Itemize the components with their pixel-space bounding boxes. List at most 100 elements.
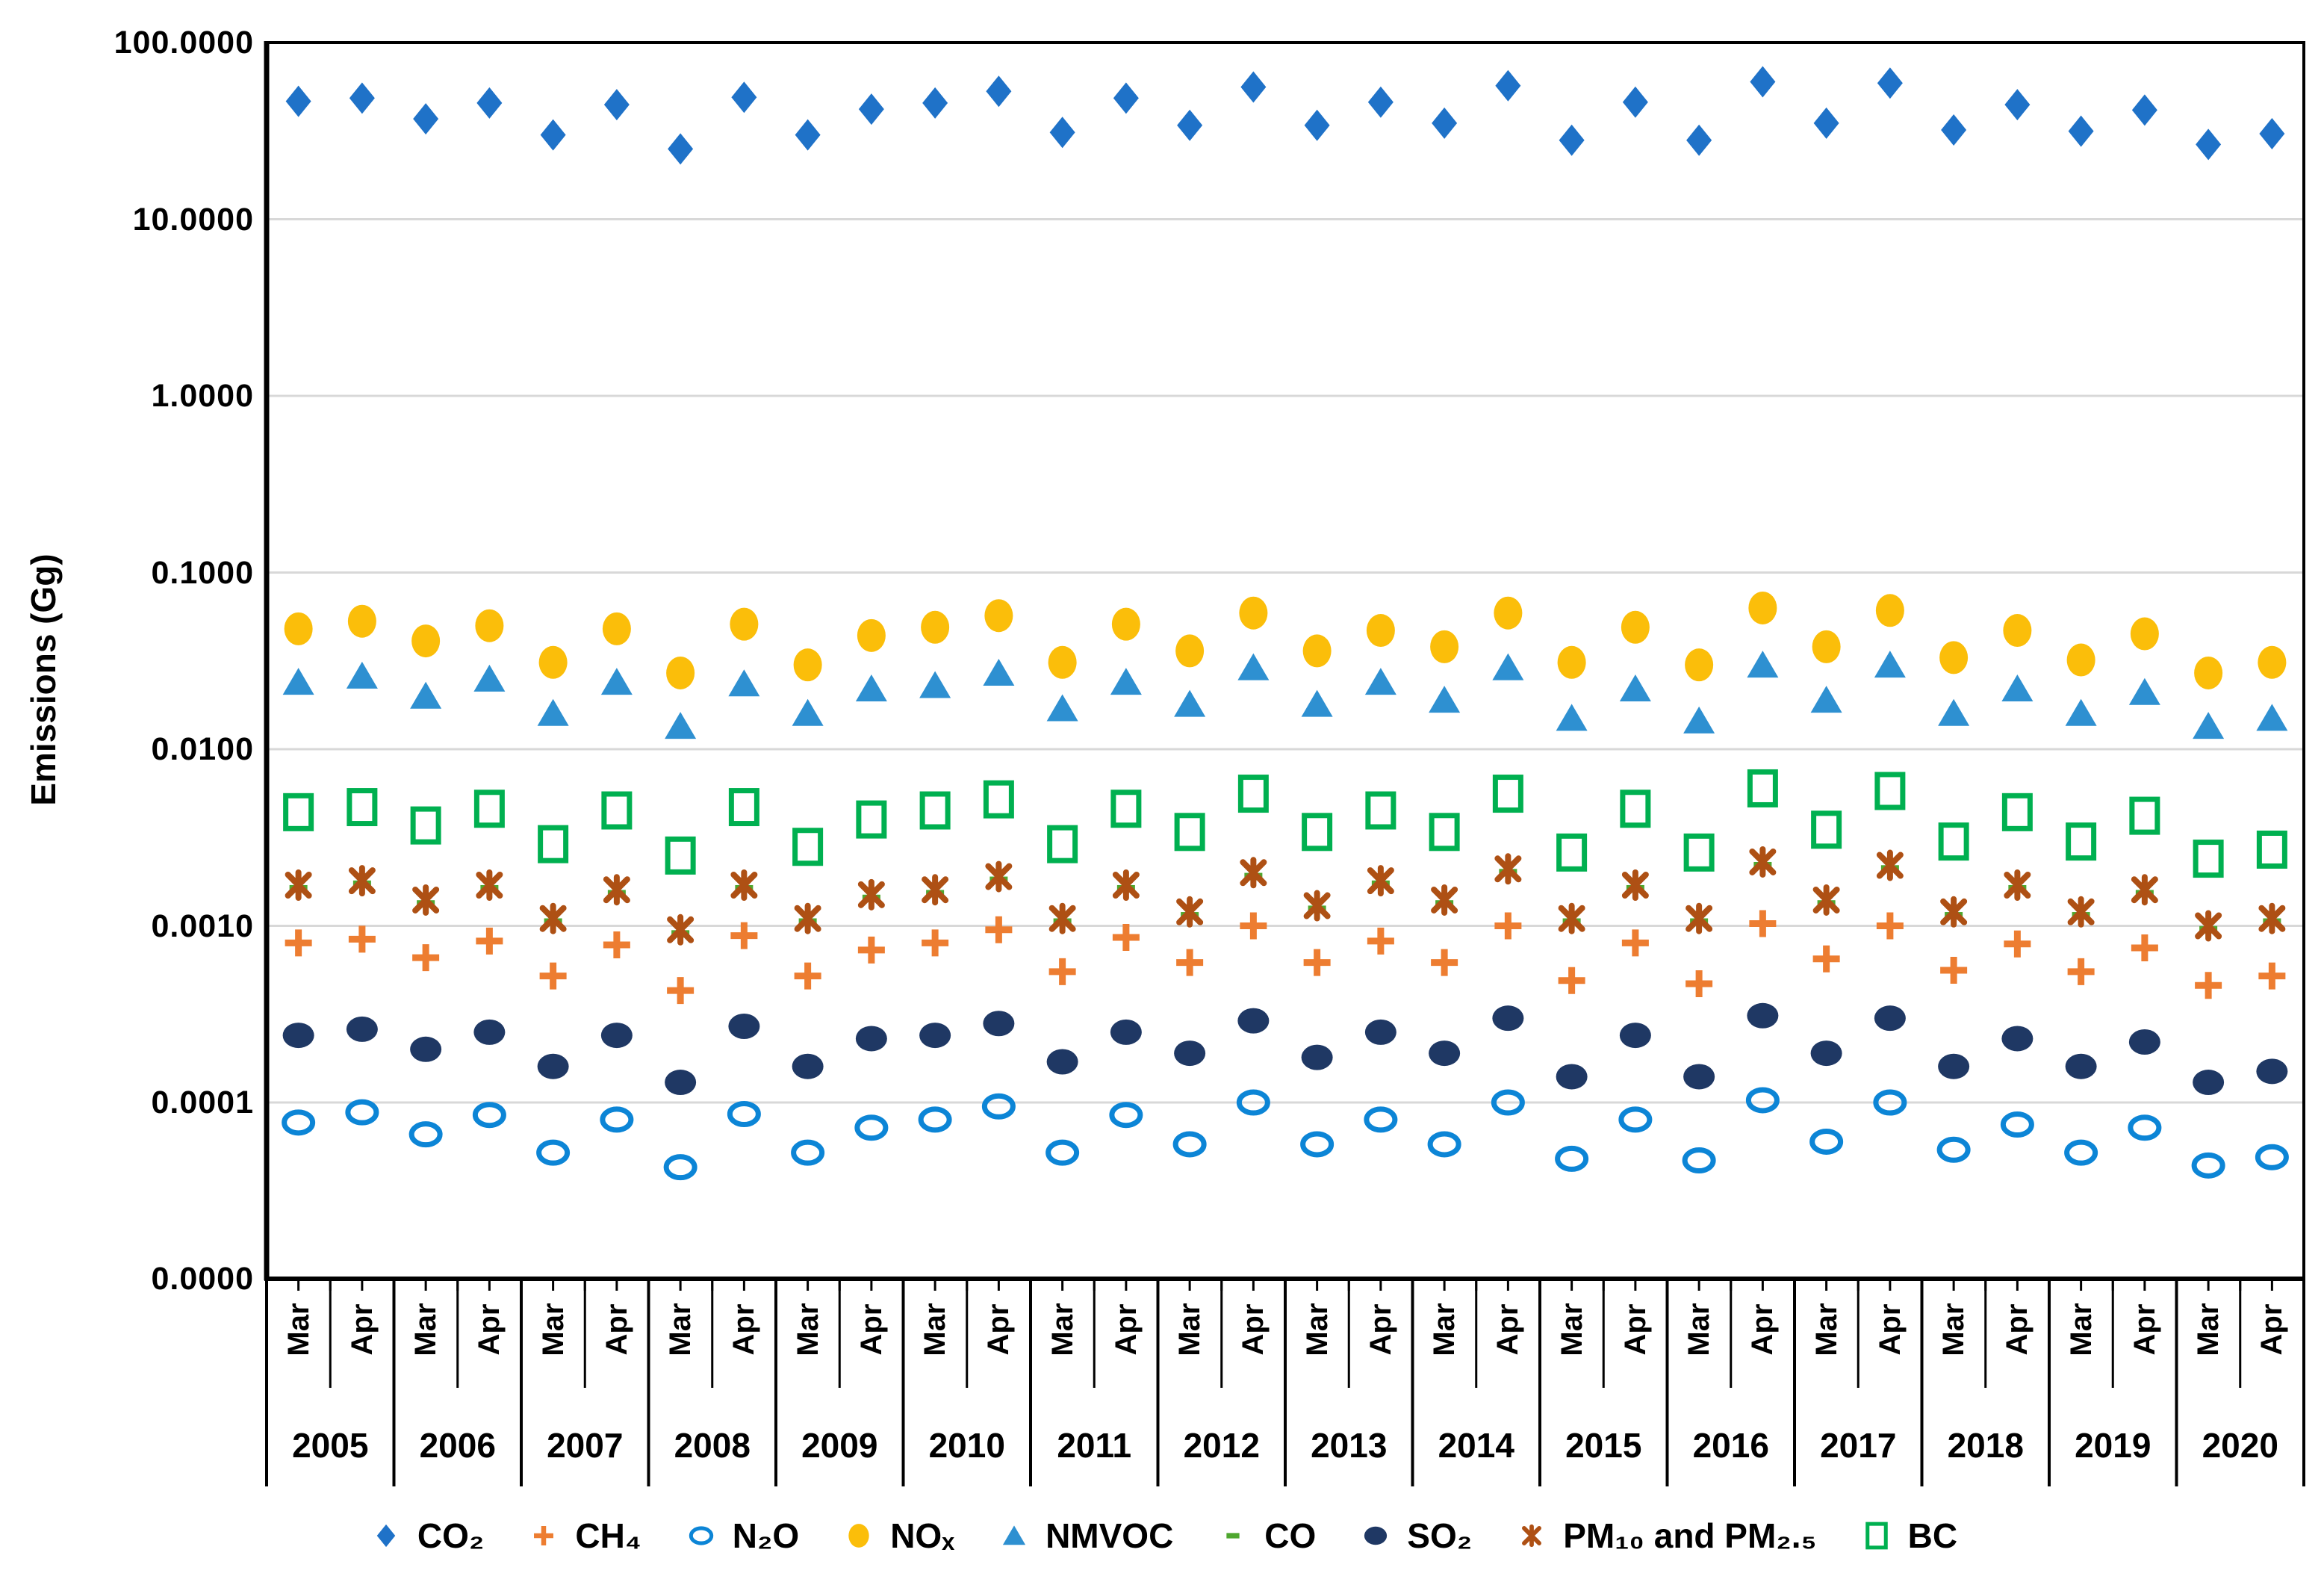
marker-ch4	[2004, 930, 2031, 958]
nox-legend-marker	[848, 1524, 869, 1548]
marker-ch4	[1112, 923, 1140, 951]
marker-n2o	[791, 1139, 825, 1166]
year-label: 2006	[419, 1426, 496, 1465]
marker-bc	[983, 780, 1014, 819]
marker-bc	[919, 791, 951, 830]
marker-n2o	[1682, 1147, 1716, 1174]
y-tick-label: 100.0000	[114, 25, 254, 61]
month-label: Apr	[2255, 1303, 2289, 1356]
marker-pm10-pm25	[1048, 902, 1076, 934]
co2-marker-icon	[376, 1524, 396, 1548]
y-tick-label: 0.0000	[151, 1261, 254, 1297]
marker-so2	[1046, 1049, 1078, 1075]
marker-so2	[1492, 1005, 1524, 1032]
month-label: Mar	[409, 1303, 443, 1356]
marker-nox	[1494, 596, 1523, 630]
marker-bc	[1110, 790, 1142, 828]
marker-nmvoc	[2193, 712, 2225, 739]
marker-co2	[1750, 66, 1776, 98]
marker-nmvoc	[2128, 677, 2160, 705]
marker-pm10-pm25	[857, 878, 885, 911]
marker-bc	[283, 793, 314, 831]
marker-nmvoc	[1683, 706, 1715, 733]
marker-nox	[666, 656, 695, 689]
marker-so2	[855, 1026, 887, 1052]
marker-co2	[1622, 86, 1648, 118]
marker-co2	[1941, 114, 1967, 146]
marker-ch4	[1367, 927, 1394, 955]
ch4-legend-marker	[534, 1526, 554, 1545]
legend-label-ch4: CH₄	[575, 1516, 641, 1555]
marker-ch4	[1176, 949, 1204, 976]
marker-bc	[1302, 813, 1333, 852]
co2-legend-marker	[376, 1524, 396, 1548]
month-label: Mar	[1046, 1303, 1079, 1356]
year-label: 2005	[292, 1426, 369, 1465]
month-label: Apr	[1746, 1303, 1780, 1356]
y-tick-label: 0.0100	[151, 731, 254, 767]
marker-pm10-pm25	[1876, 849, 1904, 881]
year-label: 2012	[1183, 1426, 1260, 1465]
so2-legend-marker	[1364, 1526, 1388, 1545]
marker-bc	[1047, 825, 1078, 863]
legend-item-nmvoc: NMVOC	[995, 1515, 1173, 1557]
marker-pm10-pm25	[1812, 884, 1840, 916]
marker-bc	[601, 791, 633, 830]
year-label: 2011	[1057, 1426, 1132, 1465]
marker-co2	[2068, 115, 2094, 147]
marker-nox	[1430, 630, 1459, 663]
marker-pm10-pm25	[412, 884, 440, 916]
marker-nmvoc	[919, 671, 951, 698]
plot-border	[265, 41, 2305, 1280]
marker-n2o	[2255, 1144, 2289, 1170]
marker-so2	[537, 1053, 569, 1079]
marker-co2	[349, 82, 375, 114]
marker-nox	[1239, 596, 1268, 630]
marker-nmvoc	[1364, 668, 1396, 695]
marker-nmvoc	[1874, 651, 1906, 678]
marker-n2o	[1809, 1128, 1844, 1155]
marker-n2o	[1172, 1131, 1207, 1158]
month-label: Apr	[2128, 1303, 2161, 1356]
month-label: Mar	[1555, 1303, 1588, 1356]
marker-ch4	[1621, 929, 1649, 957]
marker-nmvoc	[728, 669, 760, 697]
marker-pm10-pm25	[1621, 869, 1649, 901]
marker-so2	[665, 1070, 697, 1096]
marker-nox	[921, 610, 950, 644]
legend-label-pm10-pm25: PM₁₀ and PM₂.₅	[1563, 1516, 1817, 1555]
marker-so2	[1810, 1040, 1842, 1067]
marker-pm10-pm25	[1112, 869, 1140, 901]
marker-so2	[1429, 1040, 1461, 1067]
marker-ch4	[285, 929, 312, 957]
month-label: Apr	[2001, 1303, 2034, 1356]
marker-nmvoc	[1429, 686, 1461, 713]
marker-so2	[346, 1016, 378, 1042]
marker-so2	[1938, 1053, 1970, 1079]
year-label: 2009	[801, 1426, 878, 1465]
month-label: Apr	[1618, 1303, 1652, 1356]
marker-so2	[919, 1023, 951, 1049]
marker-pm10-pm25	[539, 902, 567, 934]
year-label: 2019	[2075, 1426, 2151, 1465]
nox-marker-icon	[848, 1524, 869, 1548]
marker-so2	[728, 1013, 760, 1039]
month-label: Mar	[1300, 1303, 1334, 1356]
y-tick-label: 0.0010	[151, 908, 254, 944]
marker-bc	[538, 825, 569, 863]
pm10-pm25-legend-marker	[1522, 1524, 1542, 1548]
marker-pm10-pm25	[603, 874, 630, 906]
month-label: Mar	[2064, 1303, 2098, 1356]
marker-bc	[1492, 775, 1523, 813]
marker-n2o	[1745, 1087, 1780, 1114]
marker-ch4	[922, 929, 949, 957]
marker-co2	[540, 119, 566, 151]
marker-bc	[2129, 796, 2160, 835]
marker-nox	[730, 607, 759, 641]
pm10-pm25-marker-icon	[1522, 1524, 1542, 1548]
month-label: Apr	[854, 1303, 888, 1356]
so2-marker-icon	[1364, 1526, 1388, 1545]
marker-nmvoc	[1619, 674, 1651, 702]
y-tick-label: 1.0000	[151, 378, 254, 414]
marker-nox	[2130, 617, 2159, 651]
